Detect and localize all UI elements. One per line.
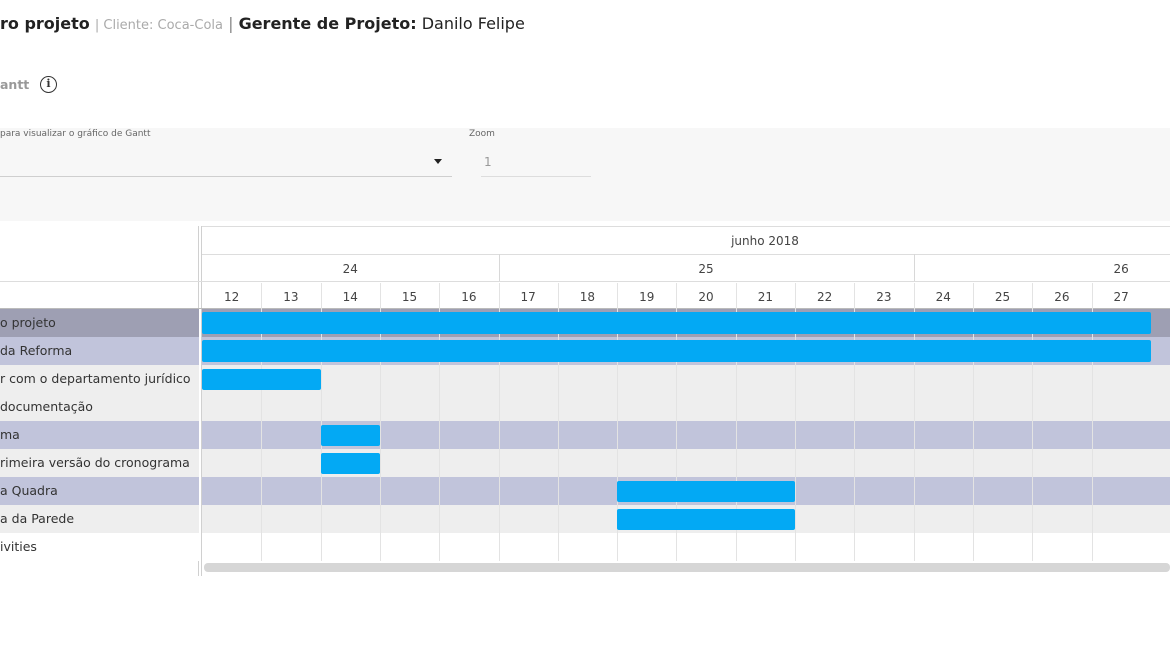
day-label: 19	[639, 290, 655, 304]
project-select-label: para visualizar o gráfico de Gantt	[0, 129, 151, 139]
day-label: 25	[994, 290, 1011, 304]
task-label[interactable]: a da Parede	[0, 505, 199, 533]
day-divider	[617, 283, 619, 561]
timeline-top-border	[202, 226, 1170, 227]
day-divider	[676, 283, 678, 561]
day-label: 18	[579, 290, 596, 304]
task-label[interactable]: documentação	[0, 393, 199, 421]
day-divider	[261, 283, 263, 561]
gantt-row	[202, 533, 1170, 561]
row-top-border	[0, 308, 1170, 309]
task-label[interactable]: rimeira versão do cronograma	[0, 449, 199, 477]
zoom-label: Zoom	[469, 129, 495, 139]
day-divider	[498, 283, 500, 561]
task-bar[interactable]	[320, 453, 380, 474]
project-select-underline	[0, 176, 452, 177]
day-divider	[972, 283, 974, 561]
task-bar[interactable]	[320, 425, 380, 446]
zoom-input[interactable]: 1	[484, 155, 492, 169]
day-label: 22	[817, 290, 833, 304]
day-label: 21	[757, 290, 773, 304]
task-label[interactable]: da Reforma	[0, 337, 199, 365]
day-divider	[379, 283, 381, 561]
day-divider	[735, 283, 737, 561]
week-label: 25	[698, 262, 714, 276]
day-label: 17	[520, 290, 536, 304]
day-divider	[1032, 283, 1034, 561]
day-divider	[854, 283, 856, 561]
timeline-divider	[202, 254, 1170, 255]
day-label: 27	[1113, 290, 1129, 304]
day-divider	[1091, 283, 1093, 561]
day-label: 20	[698, 290, 714, 304]
section-title: antt	[0, 77, 30, 92]
horizontal-scrollbar[interactable]	[204, 563, 1170, 572]
task-bar[interactable]	[202, 340, 1151, 362]
gantt-row	[202, 393, 1170, 421]
task-label[interactable]: ivities	[0, 533, 199, 561]
day-divider	[320, 283, 322, 561]
filter-panel	[0, 128, 1170, 221]
task-label[interactable]: o projeto	[0, 309, 199, 337]
manager-name: Danilo Felipe	[421, 14, 525, 33]
label-column-divider	[201, 226, 202, 576]
client-name: Coca-Cola	[157, 18, 223, 33]
task-label[interactable]: ma	[0, 421, 199, 449]
day-label: 26	[1054, 290, 1070, 304]
week-label: 24	[342, 262, 358, 276]
timeline-divider	[0, 281, 1170, 282]
day-label: 12	[224, 290, 240, 304]
day-label: 16	[461, 290, 477, 304]
project-name: ro projeto	[0, 14, 90, 33]
day-label: 23	[876, 290, 892, 304]
day-divider	[439, 283, 441, 561]
day-divider	[913, 283, 915, 561]
week-divider	[913, 254, 915, 281]
day-label: 24	[935, 290, 951, 304]
page-header: ro projeto | Cliente: Coca-Cola | Gerent…	[0, 14, 525, 33]
manager-label: Gerente de Projeto:	[238, 14, 417, 33]
task-bar[interactable]	[617, 481, 795, 502]
client-prefix: Cliente:	[103, 18, 158, 33]
month-label: junho 2018	[731, 234, 799, 248]
task-bar[interactable]	[202, 312, 1151, 334]
day-label: 13	[283, 290, 299, 304]
separator: |	[94, 18, 104, 33]
week-divider	[498, 254, 500, 281]
task-label[interactable]: a Quadra	[0, 477, 199, 505]
day-label: 14	[342, 290, 358, 304]
task-label[interactable]: r com o departamento jurídico	[0, 365, 199, 393]
week-label: 26	[1113, 262, 1129, 276]
day-label: 15	[401, 290, 418, 304]
dropdown-arrow-icon[interactable]	[434, 159, 442, 164]
info-icon[interactable]: i	[40, 76, 57, 93]
task-bar[interactable]	[617, 509, 795, 530]
day-divider	[557, 283, 559, 561]
task-bar[interactable]	[202, 369, 321, 390]
separator: |	[228, 14, 239, 33]
gantt-row	[202, 365, 1170, 393]
zoom-input-underline	[481, 176, 591, 177]
day-divider	[795, 283, 796, 561]
